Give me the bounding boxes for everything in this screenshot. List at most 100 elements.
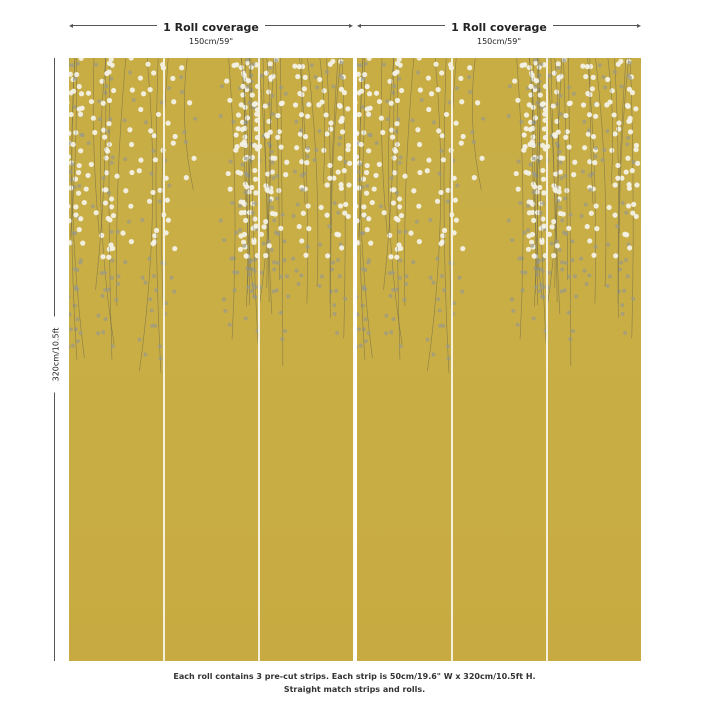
footer-line-2: Straight match strips and rolls.	[283, 685, 426, 694]
blossom	[106, 121, 112, 127]
leaf	[252, 285, 257, 290]
blossom	[328, 120, 334, 126]
leaf	[72, 105, 77, 110]
blossom	[556, 189, 562, 195]
blossom	[589, 86, 595, 92]
leaf	[245, 58, 250, 62]
blossom	[99, 232, 105, 238]
leaf	[531, 316, 536, 321]
blossom	[396, 58, 402, 62]
leaf	[572, 274, 577, 279]
leaf	[283, 91, 288, 96]
leaf	[518, 201, 523, 206]
branch	[228, 58, 236, 340]
leaf	[385, 99, 390, 104]
blossom	[235, 112, 242, 118]
leaf	[390, 270, 395, 275]
leaf	[153, 323, 158, 328]
blossom	[439, 70, 445, 76]
blossom	[114, 173, 120, 179]
blossom	[369, 199, 375, 206]
leaf	[270, 112, 275, 117]
leaf	[343, 160, 348, 165]
blossom	[241, 72, 247, 78]
leaf	[587, 273, 592, 278]
blossom	[93, 210, 99, 216]
blossom	[338, 86, 345, 92]
blossom	[264, 133, 271, 139]
branch	[329, 58, 339, 318]
blossom	[515, 97, 521, 103]
blossom	[546, 231, 553, 237]
blossom	[593, 203, 599, 209]
leaf	[157, 344, 162, 349]
blossom	[108, 58, 114, 62]
blossom	[334, 231, 340, 237]
blossom	[526, 102, 532, 108]
leaf	[232, 270, 237, 275]
blossom	[79, 105, 85, 111]
blossom	[390, 134, 396, 140]
branch	[161, 58, 169, 309]
leaf	[557, 149, 562, 154]
blossom	[563, 134, 569, 140]
blossom	[408, 230, 414, 236]
branch	[563, 58, 568, 280]
blossom	[106, 97, 113, 104]
blossom	[439, 133, 445, 139]
blossom	[109, 196, 115, 202]
blossom	[467, 65, 473, 71]
blossom	[515, 186, 521, 192]
leaf	[357, 169, 361, 174]
arrow-left-icon: ◂	[357, 21, 362, 30]
leaf	[73, 327, 78, 332]
blossom	[339, 245, 345, 251]
blossom	[633, 142, 640, 149]
blossom	[73, 204, 79, 210]
leaf	[271, 176, 276, 181]
blossom	[245, 78, 252, 84]
leaf	[109, 76, 114, 81]
leaf	[143, 120, 148, 125]
leaf	[606, 242, 611, 247]
blossom	[83, 186, 89, 192]
blossom	[566, 225, 572, 231]
leaf	[154, 288, 159, 293]
blossom	[635, 160, 641, 166]
leaf	[416, 70, 421, 75]
leaf	[619, 84, 624, 89]
blossom	[609, 147, 615, 153]
blossom	[103, 155, 109, 161]
leaf	[337, 142, 342, 147]
leaf	[140, 218, 145, 223]
blossom	[479, 155, 485, 161]
leaf	[507, 84, 512, 89]
blossom	[530, 125, 536, 131]
leaf	[305, 154, 310, 159]
blossom	[138, 106, 144, 113]
leaf	[360, 105, 365, 110]
blossom	[416, 203, 422, 209]
blossom	[366, 148, 372, 154]
leaf	[114, 297, 119, 302]
leaf	[425, 337, 430, 342]
blossom	[357, 154, 360, 160]
blossom	[136, 168, 142, 174]
leaf	[269, 149, 274, 154]
blossom	[532, 60, 539, 66]
leaf	[221, 297, 226, 302]
leaf	[522, 230, 527, 235]
leaf	[337, 274, 342, 279]
leaf	[357, 63, 360, 68]
leaf	[451, 301, 456, 306]
blossom	[104, 148, 111, 154]
blossom	[296, 223, 302, 230]
leaf	[597, 63, 602, 68]
leaf	[583, 202, 588, 207]
blossom	[611, 112, 617, 118]
leaf	[536, 259, 541, 264]
leaf	[506, 114, 511, 119]
blossom	[275, 134, 281, 140]
leaf	[317, 283, 322, 288]
leaf	[279, 85, 284, 90]
